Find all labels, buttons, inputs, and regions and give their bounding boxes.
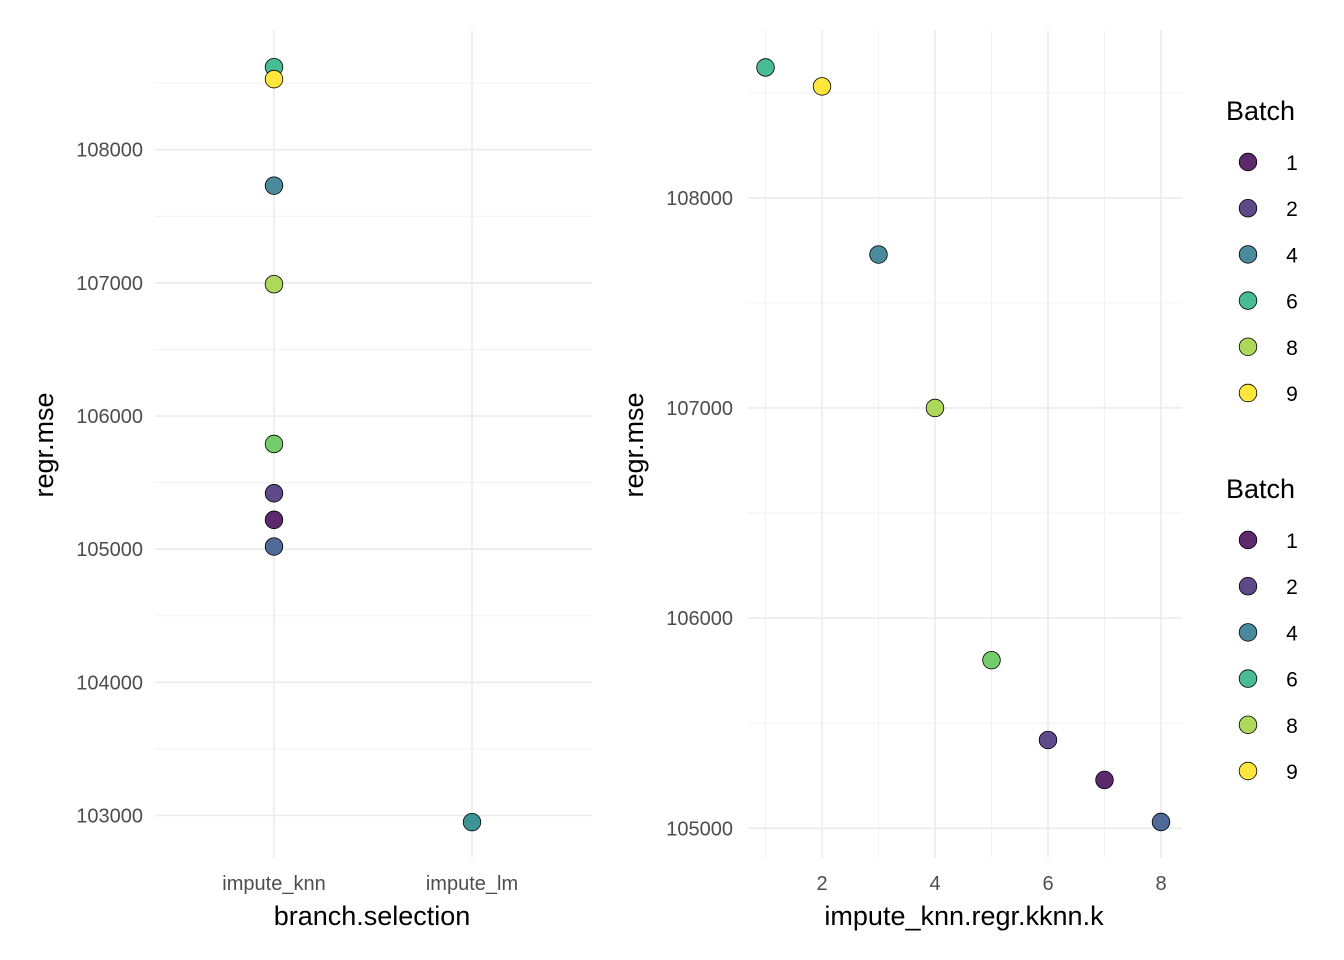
data-point [264, 274, 284, 294]
legend-items: 1 2 4 6 8 9 [1238, 530, 1298, 784]
legend-key [1238, 383, 1258, 403]
y-tick-label: 107000 [666, 398, 733, 420]
data-point [264, 434, 284, 454]
data-point [462, 812, 482, 832]
legend-key [1238, 715, 1258, 735]
data-point [264, 176, 284, 195]
right-scatter-panel: 105000 106000 107000 108000 2 4 6 8 impute_knn… [619, 30, 1182, 931]
y-tick-label: 108000 [76, 140, 143, 162]
legend-key [1238, 152, 1258, 172]
legend-label: 2 [1286, 198, 1298, 221]
y-tick-label: 103000 [76, 806, 143, 828]
legend-label: 4 [1286, 244, 1298, 267]
data-point [1095, 770, 1114, 790]
legend-key [1238, 623, 1258, 642]
left-y-tick-labels: 103000 104000 105000 106000 107000 108000 [76, 140, 143, 828]
left-data-points [264, 57, 482, 832]
data-point [264, 510, 284, 530]
legend-key [1238, 669, 1258, 688]
left-x-tick-labels: impute_knn impute_lm [222, 873, 518, 895]
left-x-axis-title: branch.selection [274, 901, 471, 931]
left-gridlines [155, 30, 592, 858]
left-y-axis-title: regr.mse [29, 392, 59, 497]
legend-key [1238, 530, 1258, 550]
right-data-points [756, 58, 1171, 832]
data-point [869, 245, 888, 264]
x-tick-label: 4 [929, 873, 940, 895]
data-point [756, 58, 775, 77]
batch-legend-2: Batch 1 2 4 6 8 9 [1226, 474, 1298, 784]
legend-label: 6 [1286, 291, 1298, 314]
right-gridlines [748, 30, 1182, 858]
data-point [1038, 730, 1058, 750]
data-point [1151, 812, 1171, 832]
legend-label: 2 [1286, 576, 1298, 599]
legend-label: 9 [1286, 761, 1298, 784]
legend-title: Batch [1226, 96, 1295, 126]
x-tick-label: impute_lm [426, 873, 518, 895]
data-point [812, 77, 832, 96]
data-point [982, 650, 1001, 670]
legend-key [1238, 198, 1258, 218]
legend-label: 1 [1286, 530, 1298, 553]
data-point [264, 484, 284, 503]
legend-label: 8 [1286, 337, 1298, 360]
right-x-tick-labels: 2 4 6 8 [816, 873, 1166, 895]
legend-key [1238, 245, 1258, 264]
legend-label: 9 [1286, 383, 1298, 406]
legend-label: 1 [1286, 152, 1298, 175]
y-tick-label: 104000 [76, 672, 143, 694]
legend-label: 8 [1286, 715, 1298, 738]
left-scatter-panel: 103000 104000 105000 106000 107000 108000 imp… [29, 30, 592, 931]
legend-title: Batch [1226, 474, 1295, 504]
data-point [925, 398, 945, 418]
x-tick-label: 8 [1155, 873, 1166, 895]
legend-key [1238, 291, 1258, 310]
legend-items: 1 2 4 6 8 9 [1238, 152, 1298, 406]
data-point [264, 69, 284, 89]
x-tick-label: 2 [816, 873, 827, 895]
y-tick-label: 107000 [76, 273, 143, 295]
y-tick-label: 106000 [666, 608, 733, 630]
y-tick-label: 105000 [76, 539, 143, 561]
data-point [264, 537, 284, 556]
legend-key [1238, 337, 1258, 357]
right-y-tick-labels: 105000 106000 107000 108000 [666, 188, 733, 840]
right-y-axis-title: regr.mse [619, 392, 649, 497]
batch-legend-1: Batch 1 2 4 6 8 9 [1226, 96, 1298, 406]
legend-key [1238, 761, 1258, 781]
x-tick-label: 6 [1042, 873, 1053, 895]
legend-label: 4 [1286, 622, 1298, 645]
y-tick-label: 108000 [666, 188, 733, 210]
legend-label: 6 [1286, 669, 1298, 692]
x-tick-label: impute_knn [222, 873, 325, 895]
y-tick-label: 105000 [666, 818, 733, 840]
legend-key [1238, 577, 1258, 596]
y-tick-label: 106000 [76, 406, 143, 428]
right-x-axis-title: impute_knn.regr.kknn.k [824, 901, 1104, 931]
